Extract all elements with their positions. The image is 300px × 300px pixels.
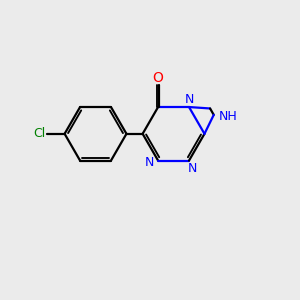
Text: N: N (185, 93, 194, 106)
Text: Cl: Cl (33, 127, 46, 140)
Text: N: N (187, 162, 196, 175)
Text: NH: NH (218, 110, 237, 123)
Text: O: O (153, 71, 164, 85)
Text: N: N (145, 156, 154, 169)
